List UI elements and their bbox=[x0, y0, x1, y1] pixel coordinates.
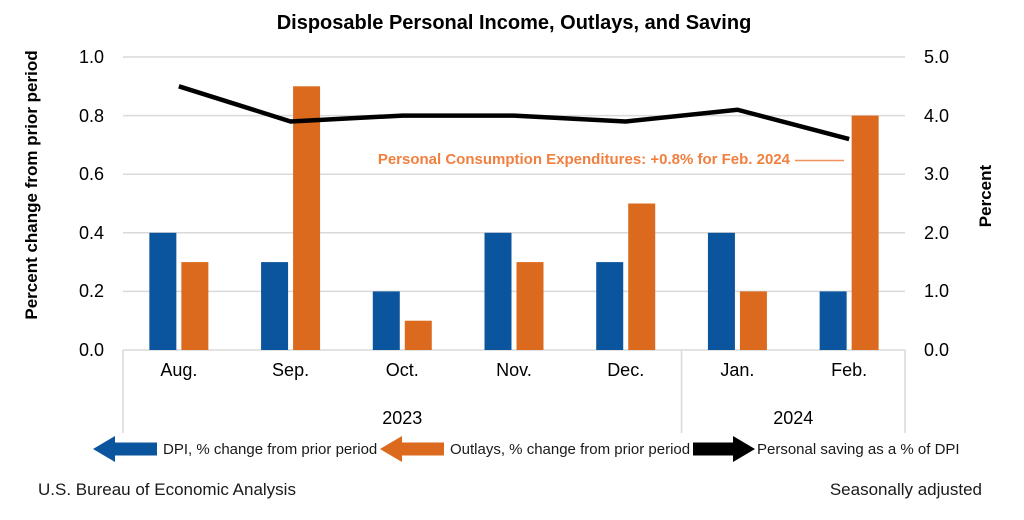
year-label-2023: 2023 bbox=[382, 408, 423, 428]
month-label-Feb: Feb. bbox=[831, 360, 868, 380]
legend-label-saving: Personal saving as a % of DPI bbox=[757, 440, 960, 458]
legend-item-saving: Personal saving as a % of DPI bbox=[693, 436, 960, 462]
legend-label-dpi: DPI, % change from prior period bbox=[163, 440, 378, 458]
legend-label-outlays: Outlays, % change from prior period bbox=[450, 440, 691, 458]
right-axis-tick: 5.0 bbox=[924, 47, 950, 67]
saving-rate-line bbox=[178, 84, 850, 142]
right-axis-tick: 0.0 bbox=[924, 340, 950, 360]
bar-outlays-Oct. bbox=[404, 320, 432, 350]
month-label-Jan: Jan. bbox=[720, 360, 755, 380]
seasonally-adjusted-note: Seasonally adjusted bbox=[829, 480, 982, 499]
bar-outlays-Feb. bbox=[851, 115, 879, 350]
bar-dpi-Feb. bbox=[819, 291, 847, 350]
bar-dpi-Sep. bbox=[261, 262, 289, 350]
right-axis-tick: 1.0 bbox=[924, 281, 950, 302]
month-label-Sep: Sep. bbox=[272, 360, 310, 380]
right-arrow-icon bbox=[693, 436, 755, 462]
month-label-Nov: Nov. bbox=[496, 360, 532, 380]
left-axis-tick: 0.4 bbox=[78, 222, 104, 243]
month-label-Oct: Oct. bbox=[385, 360, 419, 380]
legend-item-dpi: DPI, % change from prior period bbox=[93, 436, 377, 462]
right-axis-tick: 3.0 bbox=[924, 164, 950, 185]
bar-outlays-Aug. bbox=[181, 262, 209, 350]
chart-title: Disposable Personal Income, Outlays, and… bbox=[276, 12, 752, 34]
left-axis-tick: 0.6 bbox=[78, 164, 104, 185]
left-axis-tick: 1.0 bbox=[78, 47, 104, 67]
bar-outlays-Dec. bbox=[628, 203, 656, 350]
bar-outlays-Jan. bbox=[739, 291, 767, 350]
pce-annotation: Personal Consumption Expenditures: +0.8%… bbox=[377, 151, 790, 168]
left-axis-tick: 0.2 bbox=[78, 281, 104, 302]
left-axis-tick: 0.8 bbox=[78, 105, 104, 126]
legend-item-outlays: Outlays, % change from prior period bbox=[380, 436, 690, 462]
bar-outlays-Sep. bbox=[293, 86, 321, 351]
left-axis-tick: 0.0 bbox=[78, 340, 104, 360]
bar-dpi-Nov. bbox=[484, 232, 512, 350]
month-label-Aug: Aug. bbox=[160, 360, 198, 380]
month-label-Dec: Dec. bbox=[607, 360, 645, 380]
year-label-2024: 2024 bbox=[773, 408, 814, 428]
source-text: U.S. Bureau of Economic Analysis bbox=[38, 480, 296, 499]
bar-outlays-Nov. bbox=[516, 262, 544, 350]
right-axis-tick: 2.0 bbox=[924, 222, 950, 243]
bar-dpi-Aug. bbox=[149, 232, 177, 350]
bar-dpi-Jan. bbox=[707, 232, 735, 350]
left-arrow-icon bbox=[93, 436, 157, 462]
bar-dpi-Oct. bbox=[372, 291, 400, 350]
right-axis-tick: 4.0 bbox=[924, 105, 950, 126]
bar-dpi-Dec. bbox=[596, 262, 624, 350]
left-arrow-icon bbox=[380, 436, 444, 462]
